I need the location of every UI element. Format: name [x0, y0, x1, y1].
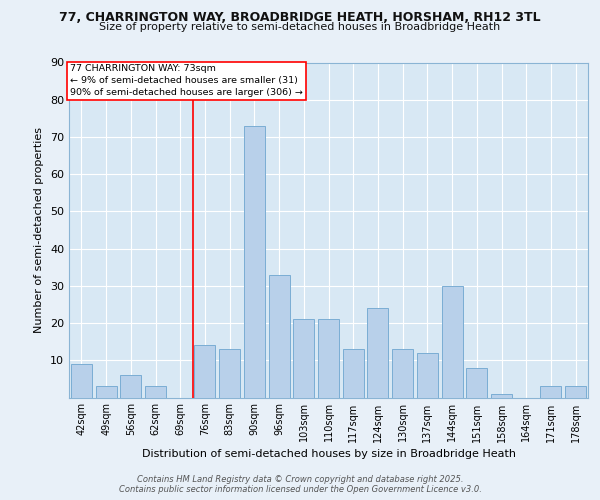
Bar: [269, 274, 290, 398]
Bar: [120, 375, 141, 398]
Bar: [367, 308, 388, 398]
Text: Size of property relative to semi-detached houses in Broadbridge Heath: Size of property relative to semi-detach…: [100, 22, 500, 32]
Bar: [417, 353, 438, 398]
Bar: [293, 320, 314, 398]
Bar: [343, 349, 364, 398]
Bar: [491, 394, 512, 398]
Bar: [541, 386, 562, 398]
Text: 77, CHARRINGTON WAY, BROADBRIDGE HEATH, HORSHAM, RH12 3TL: 77, CHARRINGTON WAY, BROADBRIDGE HEATH, …: [59, 11, 541, 24]
Bar: [442, 286, 463, 398]
Bar: [318, 320, 339, 398]
Bar: [194, 346, 215, 398]
Text: 77 CHARRINGTON WAY: 73sqm
← 9% of semi-detached houses are smaller (31)
90% of s: 77 CHARRINGTON WAY: 73sqm ← 9% of semi-d…: [70, 64, 303, 97]
Text: Contains public sector information licensed under the Open Government Licence v3: Contains public sector information licen…: [119, 485, 481, 494]
Bar: [71, 364, 92, 398]
Bar: [466, 368, 487, 398]
Bar: [392, 349, 413, 398]
Bar: [565, 386, 586, 398]
Y-axis label: Number of semi-detached properties: Number of semi-detached properties: [34, 127, 44, 333]
Bar: [244, 126, 265, 398]
Bar: [95, 386, 116, 398]
X-axis label: Distribution of semi-detached houses by size in Broadbridge Heath: Distribution of semi-detached houses by …: [142, 448, 515, 458]
Bar: [219, 349, 240, 398]
Bar: [145, 386, 166, 398]
Text: Contains HM Land Registry data © Crown copyright and database right 2025.: Contains HM Land Registry data © Crown c…: [137, 475, 463, 484]
